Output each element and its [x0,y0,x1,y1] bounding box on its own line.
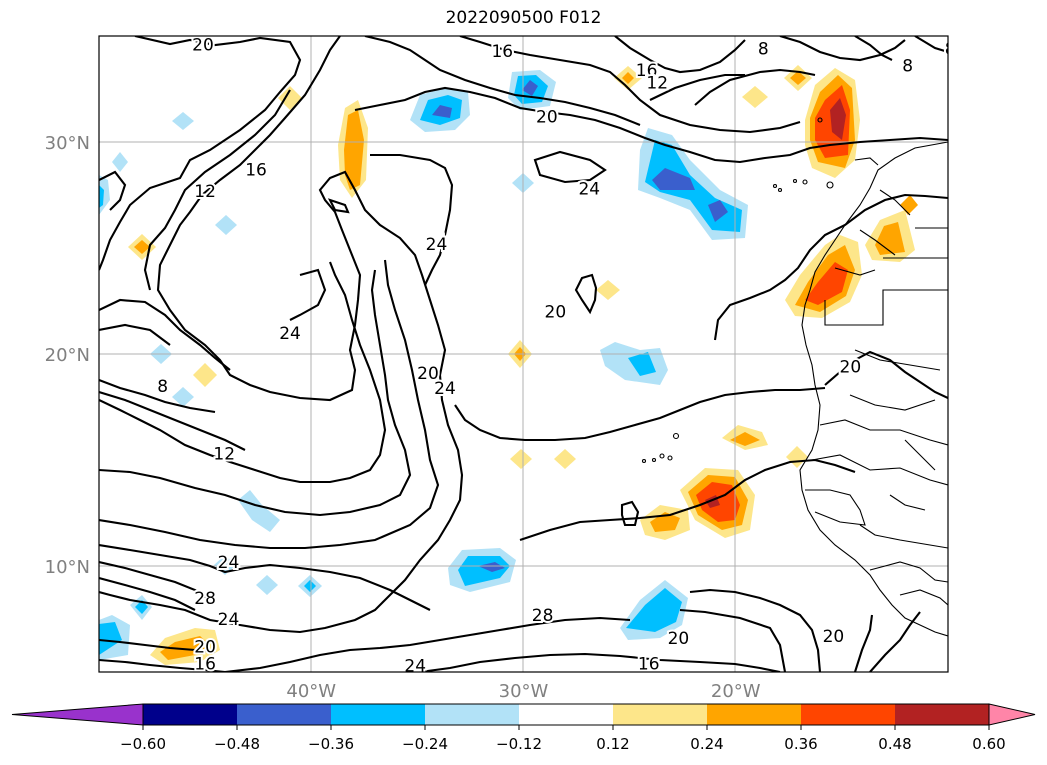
colorbar-segment [143,704,237,725]
colorbar-extend-high [988,703,1036,726]
colorbar-tick-label: −0.36 [308,735,354,753]
longitude-labels: 40°W 30°W 20°W [286,681,760,700]
colorbar-segment [801,704,895,725]
colorbar-segment [707,704,801,725]
map-gridlines [99,36,948,672]
contour-label: 16 [958,197,980,217]
colorbar-tick-label: 0.48 [878,735,911,753]
latitude-label: 10°N [45,557,90,578]
contour-label: 20 [536,108,558,128]
latitude-label: 20°N [45,345,90,366]
contour-label: 16 [491,42,513,62]
longitude-label: 30°W [499,681,549,700]
contour-label: 12 [646,74,668,94]
contour-label: 20 [194,638,216,658]
colorbar-segment [425,704,519,725]
colorbar-tick-label: −0.48 [214,735,260,753]
contour-label: 20 [192,35,214,55]
contour-label: 20 [840,358,862,378]
latitude-label: 30°N [45,133,90,154]
contour-label: 8 [902,57,913,77]
colorbar-extend-low [11,703,144,726]
contour-label: 20 [668,629,690,649]
contour-label: 20 [417,364,439,384]
colorbar-outline [142,703,990,726]
colorbar-segment [895,704,989,725]
colorbar: −0.60 −0.48 −0.36 −0.24 −0.12 0.12 0.24 0.36 0.4… [11,703,1036,753]
colorbar-tick-label: 0.12 [596,735,629,753]
contour-label: 8 [157,377,168,397]
contour-label: 16 [194,655,216,675]
colorbar-segment [519,704,613,725]
contour-label: 28 [194,589,216,609]
latitude-labels: 30°N 20°N 10°N [45,133,90,578]
colorbar-tick-label: −0.24 [402,735,448,753]
contour-label: 24 [218,610,240,630]
contour-label: 12 [194,182,216,202]
contour-label: 24 [578,180,600,200]
contour-label: 12 [213,445,235,465]
contour-label: 24 [404,657,426,677]
contour-label: 8 [758,40,769,60]
contour-label: 24 [434,379,456,399]
contour-label: 24 [279,324,301,344]
contour-label: 28 [532,606,554,626]
contour-label: 24 [426,235,448,255]
contour-lines [99,36,948,672]
map-title: 2022090500 F012 [445,8,602,28]
contour-label: 24 [218,553,240,573]
colorbar-tick-label: 0.36 [784,735,817,753]
map-frame [98,35,949,673]
shaded-anomaly-areas [99,65,918,665]
colorbar-tick-label: −0.60 [120,735,166,753]
contour-label: 16 [636,61,658,81]
coastlines [641,117,948,637]
contour-label: 20 [545,303,567,323]
contour-label: 8 [945,40,956,60]
contour-label: 16 [638,655,660,675]
colorbar-tick-label: −0.12 [496,735,542,753]
longitude-label: 20°W [711,681,761,700]
contour-label: 20 [823,627,845,647]
colorbar-tick-label: 0.60 [972,735,1005,753]
contour-label: 16 [245,161,267,181]
longitude-label: 40°W [286,681,336,700]
colorbar-tick-label: 0.24 [690,735,723,753]
colorbar-segment [237,704,331,725]
colorbar-segment [613,704,707,725]
colorbar-segment [331,704,425,725]
